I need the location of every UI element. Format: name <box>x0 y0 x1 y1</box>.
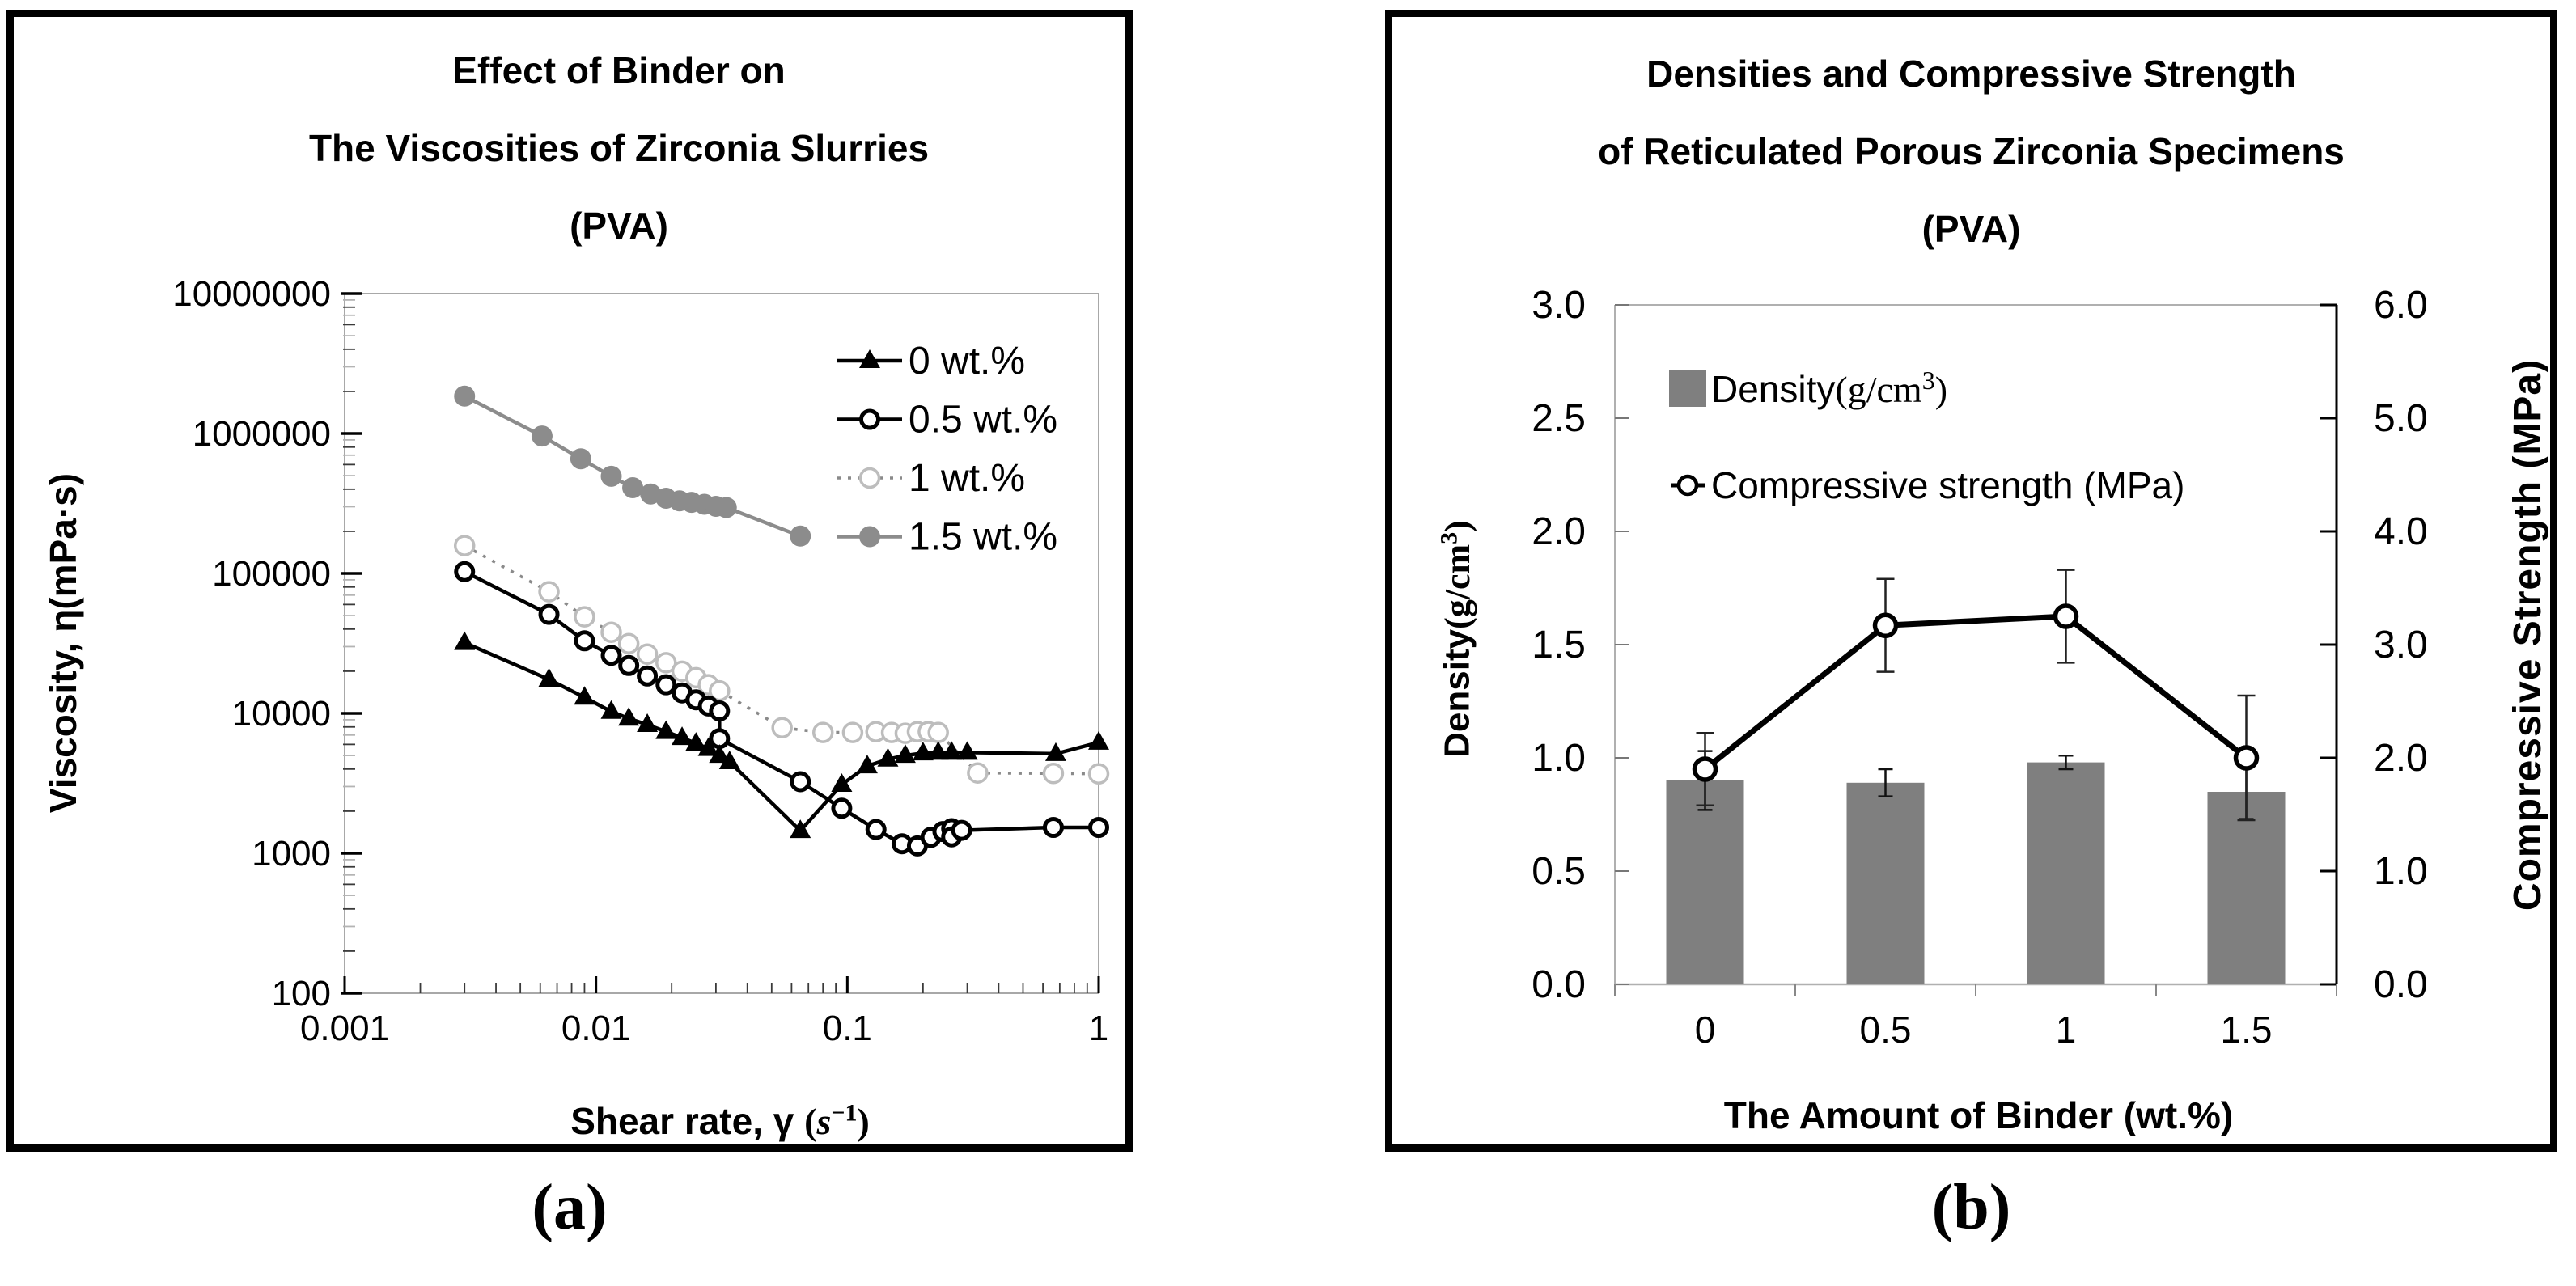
series-1-wt.- <box>453 535 1110 785</box>
svg-text:1.0: 1.0 <box>2374 850 2428 893</box>
chart-b-x-axis-label: The Amount of Binder (wt.%) <box>1723 1094 2234 1136</box>
svg-text:1.5: 1.5 <box>2221 1009 2273 1051</box>
svg-text:100: 100 <box>272 974 331 1013</box>
panel-density-strength-chart: Densities and Compressive Strength of Re… <box>1385 10 2557 1152</box>
chart-a-x-axis-label: Shear rate, γ (s−1) <box>570 1099 870 1142</box>
caption-a: (a) <box>532 1172 608 1243</box>
chart-b-title-line2: of Reticulated Porous Zirconia Specimens <box>1598 130 2345 172</box>
compressive-strength-line <box>1692 569 2260 822</box>
svg-text:3.0: 3.0 <box>2374 624 2428 666</box>
svg-text:Density(g/cm3): Density(g/cm3) <box>1711 366 1947 410</box>
svg-text:1 wt.%: 1 wt.% <box>909 457 1025 500</box>
svg-text:0.0: 0.0 <box>2374 963 2428 1006</box>
svg-text:1.5 wt.%: 1.5 wt.% <box>909 516 1057 559</box>
chart-b-title-line1: Densities and Compressive Strength <box>1646 53 2296 95</box>
svg-text:1000000: 1000000 <box>193 414 331 454</box>
chart-a-tick-labels: 10000000 1000000 100000 10000 1000 1000.001 0.… <box>172 274 1108 1048</box>
density-bar <box>1666 780 1744 984</box>
legend-density-swatch <box>1669 370 1706 407</box>
svg-text:5.0: 5.0 <box>2374 397 2428 440</box>
svg-text:0 wt.%: 0 wt.% <box>909 340 1025 383</box>
chart-a-title-line2: The Viscosities of Zirconia Slurries <box>308 127 930 169</box>
svg-text:0: 0 <box>1695 1009 1716 1051</box>
svg-text:0.0: 0.0 <box>1532 963 1586 1006</box>
chart-a-title-line1: Effect of Binder on <box>452 49 786 91</box>
chart-a-title: Effect of Binder on The Viscosities of Z… <box>112 49 1125 282</box>
svg-text:1: 1 <box>1089 1009 1108 1048</box>
svg-text:100000: 100000 <box>212 554 331 594</box>
svg-text:0.5 wt.%: 0.5 wt.% <box>909 399 1057 442</box>
density-bars <box>1666 750 2286 984</box>
svg-text:0.001: 0.001 <box>300 1009 389 1048</box>
svg-text:1000: 1000 <box>252 834 331 874</box>
svg-text:0.5: 0.5 <box>1532 850 1586 893</box>
svg-text:1.0: 1.0 <box>1532 737 1586 780</box>
series-0-wt.- <box>454 631 1109 839</box>
chart-b-title: Densities and Compressive Strength of Re… <box>1392 53 2550 286</box>
chart-a-axes <box>341 292 1100 995</box>
series-1.5-wt.- <box>454 385 811 547</box>
svg-text:0.5: 0.5 <box>1860 1009 1912 1051</box>
svg-text:10000000: 10000000 <box>172 274 331 314</box>
svg-text:1: 1 <box>2056 1009 2077 1051</box>
caption-b: (b) <box>1931 1172 2011 1243</box>
chart-a-title-line3: (PVA) <box>570 205 668 247</box>
svg-text:4.0: 4.0 <box>2374 510 2428 553</box>
svg-text:10000: 10000 <box>232 694 331 734</box>
svg-text:1.5: 1.5 <box>1532 624 1586 666</box>
svg-text:Compressive strength (MPa): Compressive strength (MPa) <box>1711 464 2184 506</box>
density-bar <box>1846 782 1925 984</box>
chart-b-tick-labels: 3.0 2.5 2.0 1.5 1.0 0.5 0.0 6.0 5.0 4.0 3.0 2.0 1.0 0… <box>1532 284 2427 1051</box>
series-0.5-wt.- <box>454 561 1109 857</box>
density-bar <box>2027 762 2105 984</box>
chart-a-plot: 10000000 1000000 100000 10000 1000 1000.001 0.… <box>172 274 1110 1048</box>
chart-a-legend: 0 wt.% 0.5 wt.% 1 wt.% 1.5 wt.% <box>837 340 1057 559</box>
svg-text:2.0: 2.0 <box>1532 510 1586 553</box>
svg-text:2.5: 2.5 <box>1532 397 1586 440</box>
svg-text:0.1: 0.1 <box>823 1009 872 1048</box>
svg-text:0.01: 0.01 <box>561 1009 631 1048</box>
svg-text:2.0: 2.0 <box>2374 737 2428 780</box>
chart-b-legend: Density(g/cm3) Compressive strength (MPa) <box>1669 366 2184 506</box>
chart-a-x-label-text: Shear rate, γ <box>570 1100 805 1142</box>
svg-text:3.0: 3.0 <box>1532 284 1586 327</box>
legend-strength-marker <box>1676 474 1699 497</box>
svg-text:6.0: 6.0 <box>2374 284 2428 327</box>
chart-b-title-line3: (PVA) <box>1921 208 2021 250</box>
panel-viscosity-chart: Effect of Binder on The Viscosities of Z… <box>6 10 1133 1152</box>
chart-b-plot: 3.0 2.5 2.0 1.5 1.0 0.5 0.0 6.0 5.0 4.0 3.0 2.0 1.0 0… <box>1532 284 2427 1051</box>
density-bar <box>2207 792 2286 984</box>
